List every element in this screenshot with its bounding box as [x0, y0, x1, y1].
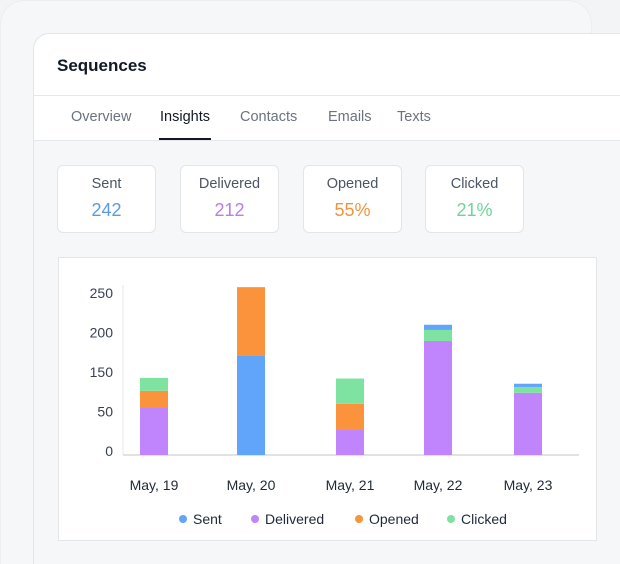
tab-overview[interactable]: Overview	[71, 109, 132, 125]
stat-value: 21%	[456, 200, 493, 220]
y-tick-label: 50	[97, 404, 113, 420]
y-tick-label: 200	[90, 325, 114, 341]
bar-segment-sent	[237, 355, 265, 455]
legend-dot-clicked	[447, 515, 455, 523]
chart-card: 0 50 150 200 250 May, 19 May, 20 May, 21 May, 22…	[58, 257, 597, 541]
bar-segment-sent	[424, 324, 452, 330]
y-tick-label: 0	[105, 443, 113, 459]
stat-value: 242	[91, 200, 122, 220]
page-title: Sequences	[34, 34, 620, 96]
legend-dot-delivered	[251, 515, 259, 523]
bar-segment-opened	[140, 390, 168, 408]
bar-segment-clicked	[424, 329, 452, 341]
tab-contacts[interactable]: Contacts	[240, 109, 298, 125]
stat-label: Sent	[91, 176, 122, 192]
tab-insights[interactable]: Insights	[159, 109, 211, 140]
bar-segment-delivered	[336, 429, 364, 455]
stat-label: Clicked	[450, 176, 499, 192]
stacked-bar-chart: 0 50 150 200 250 May, 19 May, 20 May, 21 May, 22…	[90, 285, 579, 527]
stat-clicked: Clicked 21%	[425, 165, 524, 233]
stat-label: Delivered	[198, 176, 261, 192]
stat-delivered: Delivered 212	[180, 165, 279, 233]
bar-segment-clicked	[140, 377, 168, 391]
y-tick-label: 250	[90, 285, 114, 301]
tab-emails[interactable]: Emails	[328, 109, 372, 125]
legend-label: Delivered	[265, 511, 324, 527]
bar-segment-sent	[514, 383, 542, 387]
tab-texts[interactable]: Texts	[397, 109, 431, 125]
legend-label: Clicked	[461, 511, 507, 527]
stat-sent: Sent 242	[57, 165, 156, 233]
x-tick-label: May, 21	[326, 477, 375, 493]
bar-segment-clicked	[336, 378, 364, 404]
bar-segment-clicked	[514, 386, 542, 393]
bar-segment-delivered	[424, 340, 452, 455]
y-tick-label: 150	[90, 364, 114, 380]
stat-value: 212	[214, 200, 245, 220]
x-tick-label: May, 23	[504, 477, 553, 493]
tab-bar: Overview Insights Contacts Emails Texts	[34, 96, 620, 141]
legend-label: Sent	[193, 511, 222, 527]
legend-label: Opened	[369, 511, 419, 527]
x-tick-label: May, 19	[130, 477, 179, 493]
legend-dot-sent	[179, 515, 187, 523]
bar-segment-delivered	[514, 392, 542, 455]
stat-label: Opened	[326, 176, 379, 192]
stat-value: 55%	[334, 200, 371, 220]
bar-segment-delivered	[140, 407, 168, 455]
sequences-panel: Sequences Overview Insights Contacts Ema…	[33, 33, 620, 564]
legend-dot-opened	[355, 515, 363, 523]
bar-segment-opened	[336, 403, 364, 430]
stat-opened: Opened 55%	[303, 165, 402, 233]
x-tick-label: May, 22	[414, 477, 463, 493]
x-tick-label: May, 20	[227, 477, 276, 493]
bar-segment-opened	[237, 287, 265, 356]
